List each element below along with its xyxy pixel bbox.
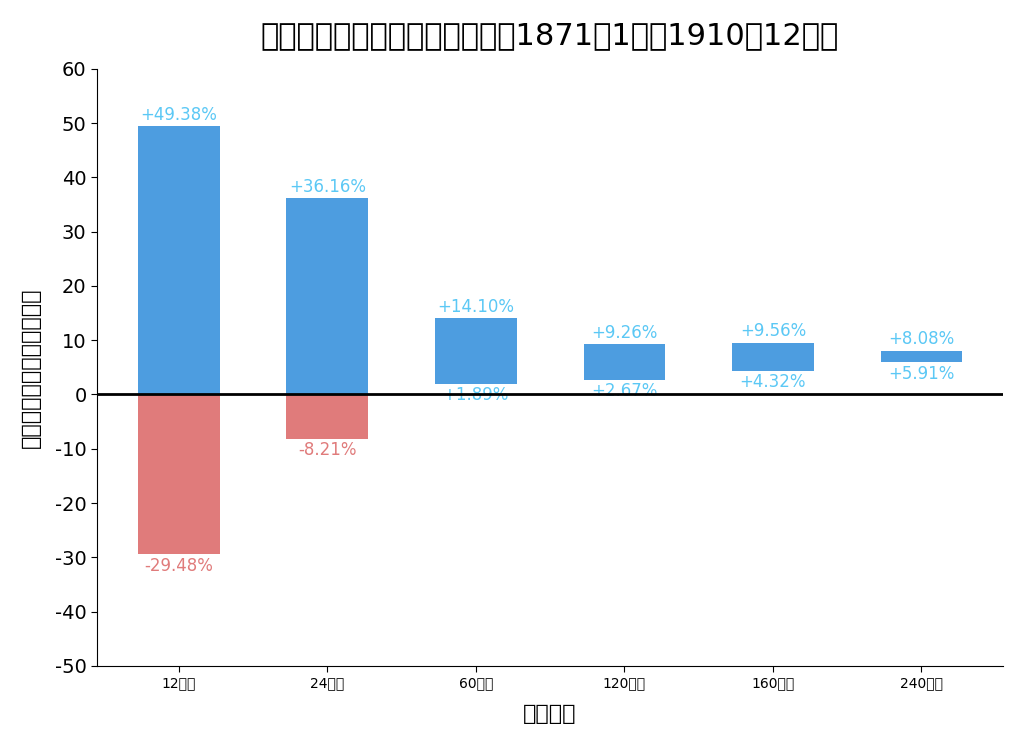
- Text: +49.38%: +49.38%: [140, 107, 217, 124]
- Bar: [138, 127, 219, 395]
- Text: +9.26%: +9.26%: [591, 324, 657, 342]
- Bar: [138, 395, 219, 554]
- Bar: [584, 344, 666, 380]
- Bar: [287, 198, 368, 395]
- Text: +36.16%: +36.16%: [289, 178, 366, 196]
- Text: +14.10%: +14.10%: [437, 298, 514, 316]
- Y-axis label: 年率平均リターンの振れ幅: 年率平均リターンの振れ幅: [20, 287, 41, 448]
- Bar: [881, 351, 963, 362]
- X-axis label: 投資期間: 投資期間: [523, 704, 577, 724]
- Text: +8.08%: +8.08%: [889, 331, 954, 349]
- Text: -29.48%: -29.48%: [144, 557, 213, 574]
- Text: -8.21%: -8.21%: [298, 441, 356, 459]
- Title: 累積リターンによる推定結果（1871年1月～1910年12月）: 累積リターンによる推定結果（1871年1月～1910年12月）: [261, 21, 840, 50]
- Bar: [732, 343, 814, 371]
- Bar: [287, 395, 368, 439]
- Text: +2.67%: +2.67%: [591, 382, 657, 400]
- Text: +1.89%: +1.89%: [442, 387, 509, 405]
- Bar: [435, 318, 517, 384]
- Text: +5.91%: +5.91%: [888, 364, 954, 383]
- Text: +9.56%: +9.56%: [739, 323, 806, 340]
- Text: +4.32%: +4.32%: [739, 373, 806, 391]
